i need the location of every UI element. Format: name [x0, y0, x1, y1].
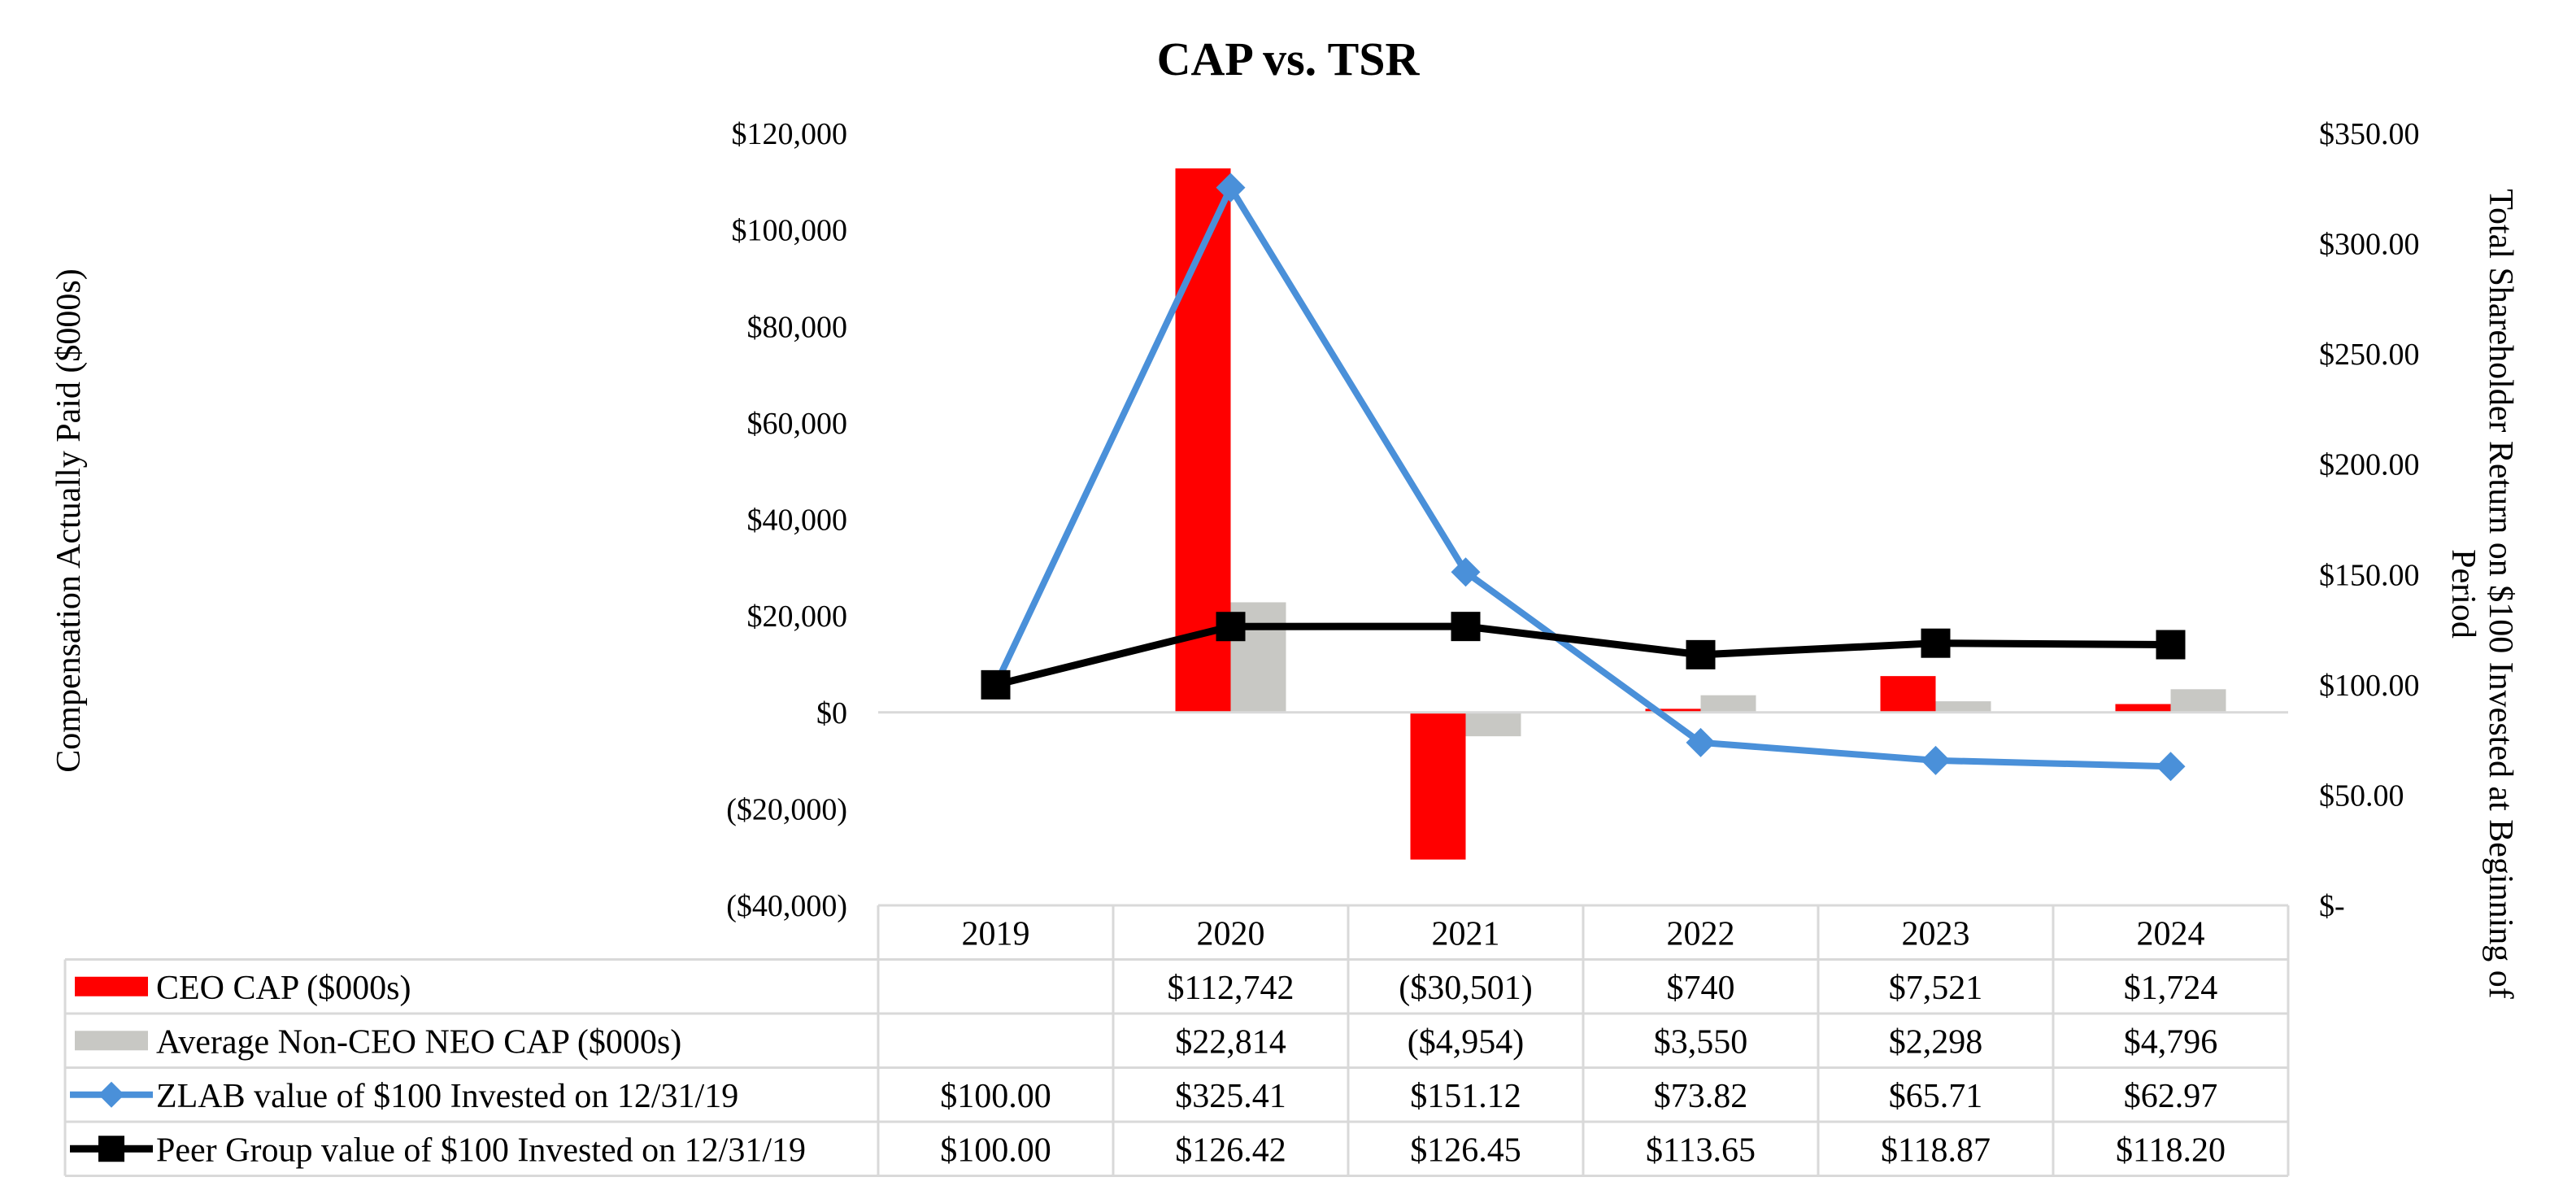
bar-non-ceo-cap-2021 [1465, 712, 1521, 737]
line-zlab [992, 184, 2171, 770]
data-label: $22,814 [1175, 1023, 1286, 1061]
y-tick-label: ($40,000) [726, 889, 847, 923]
point-peer-2019 [981, 669, 1011, 700]
point-zlab-2020 [1216, 172, 1246, 203]
data-label: ($30,501) [1399, 970, 1532, 1007]
data-label: $118.87 [1881, 1131, 1991, 1169]
bar-non-ceo-cap-2022 [1700, 695, 1756, 713]
point-peer-2024 [2156, 630, 2186, 660]
legend-key-marker-3 [98, 1136, 124, 1162]
legend-label: CEO CAP ($000s) [156, 970, 411, 1007]
bar-non-ceo-cap-2024 [2170, 689, 2226, 713]
point-zlab-2021 [1451, 557, 1481, 587]
bar-ceo-cap-2022 [1645, 709, 1701, 713]
data-label: $325.41 [1175, 1078, 1286, 1115]
y2-tick-label: $250.00 [2319, 338, 2420, 372]
line-layer [981, 172, 2186, 782]
legend-label: Average Non-CEO NEO CAP ($000s) [156, 1023, 681, 1061]
y-tick-label: $40,000 [747, 504, 848, 538]
point-peer-2020 [1216, 612, 1246, 642]
y-tick-label: $0 [816, 696, 847, 730]
data-label: $113.65 [1646, 1131, 1756, 1169]
y-tick-label: ($20,000) [726, 792, 847, 826]
x-category-label: 2019 [962, 915, 1030, 953]
bar-layer [1175, 168, 2226, 860]
data-label: $100.00 [940, 1131, 1051, 1169]
y-tick-label: $80,000 [747, 310, 848, 344]
y-axis-label: Compensation Actually Paid ($000s) [50, 268, 88, 772]
data-label: $1,724 [2124, 970, 2218, 1007]
x-category-label: 2024 [2137, 915, 2205, 953]
point-zlab-2022 [1686, 727, 1716, 757]
legend-key-marker-2 [98, 1081, 124, 1108]
bar-ceo-cap-2021 [1410, 712, 1466, 860]
y2-axis-label-line1: Total Shareholder Return on $100 Investe… [2482, 189, 2519, 999]
axis-layer: $120,000 $100,000 $80,000 $60,000 $40,000 $20… [726, 117, 2419, 923]
y2-tick-label: $150.00 [2319, 558, 2420, 592]
x-category-label: 2020 [1197, 915, 1265, 953]
point-zlab-2024 [2156, 752, 2186, 782]
data-label: $2,298 [1889, 1023, 1983, 1061]
y2-tick-label: $200.00 [2319, 448, 2420, 482]
y2-tick-label: $350.00 [2319, 117, 2420, 151]
point-peer-2023 [1921, 628, 1951, 658]
data-label: $151.12 [1410, 1078, 1521, 1115]
y2-tick-label: $300.00 [2319, 228, 2420, 262]
data-label: $126.45 [1410, 1131, 1521, 1169]
data-label: $73.82 [1654, 1078, 1748, 1115]
data-label: $740 [1667, 970, 1735, 1007]
y2-axis-label-line2: Period [2444, 549, 2482, 639]
data-label: $118.20 [2116, 1131, 2226, 1169]
y-tick-label: $20,000 [747, 600, 848, 634]
data-label: $4,796 [2124, 1023, 2218, 1061]
data-label: $3,550 [1654, 1023, 1748, 1061]
data-label: ($4,954) [1408, 1023, 1524, 1061]
legend-label: ZLAB value of $100 Invested on 12/31/19 [156, 1078, 738, 1115]
chart-title: CAP vs. TSR [1157, 33, 1421, 85]
x-category-label: 2021 [1432, 915, 1500, 953]
bar-ceo-cap-2024 [2115, 704, 2171, 713]
y-tick-label: $100,000 [732, 214, 848, 248]
x-category-label: 2023 [1902, 915, 1970, 953]
point-zlab-2023 [1921, 745, 1951, 775]
y-tick-label: $60,000 [747, 407, 848, 441]
y2-tick-label: $- [2319, 889, 2345, 923]
legend-key-1 [75, 1031, 148, 1051]
data-label: $65.71 [1889, 1078, 1983, 1115]
data-label: $7,521 [1889, 970, 1983, 1007]
data-label: $126.42 [1175, 1131, 1286, 1169]
legend-key-0 [75, 976, 148, 996]
data-table: 2019 2020 2021 2022 2023 2024 CEO CAP ($000s) $… [63, 904, 2290, 1177]
bar-non-ceo-cap-2023 [1935, 701, 1991, 713]
point-peer-2021 [1451, 612, 1481, 642]
y2-tick-label: $50.00 [2319, 778, 2404, 813]
data-label: $100.00 [940, 1078, 1051, 1115]
data-label: $112,742 [1168, 970, 1295, 1007]
y-tick-label: $120,000 [732, 117, 848, 151]
line-peer [994, 622, 2171, 689]
bar-ceo-cap-2023 [1880, 676, 1936, 713]
x-category-label: 2022 [1667, 915, 1735, 953]
data-label: $62.97 [2124, 1078, 2218, 1115]
point-peer-2022 [1686, 639, 1716, 669]
y2-tick-label: $100.00 [2319, 669, 2420, 703]
legend-label: Peer Group value of $100 Invested on 12/… [156, 1131, 806, 1169]
